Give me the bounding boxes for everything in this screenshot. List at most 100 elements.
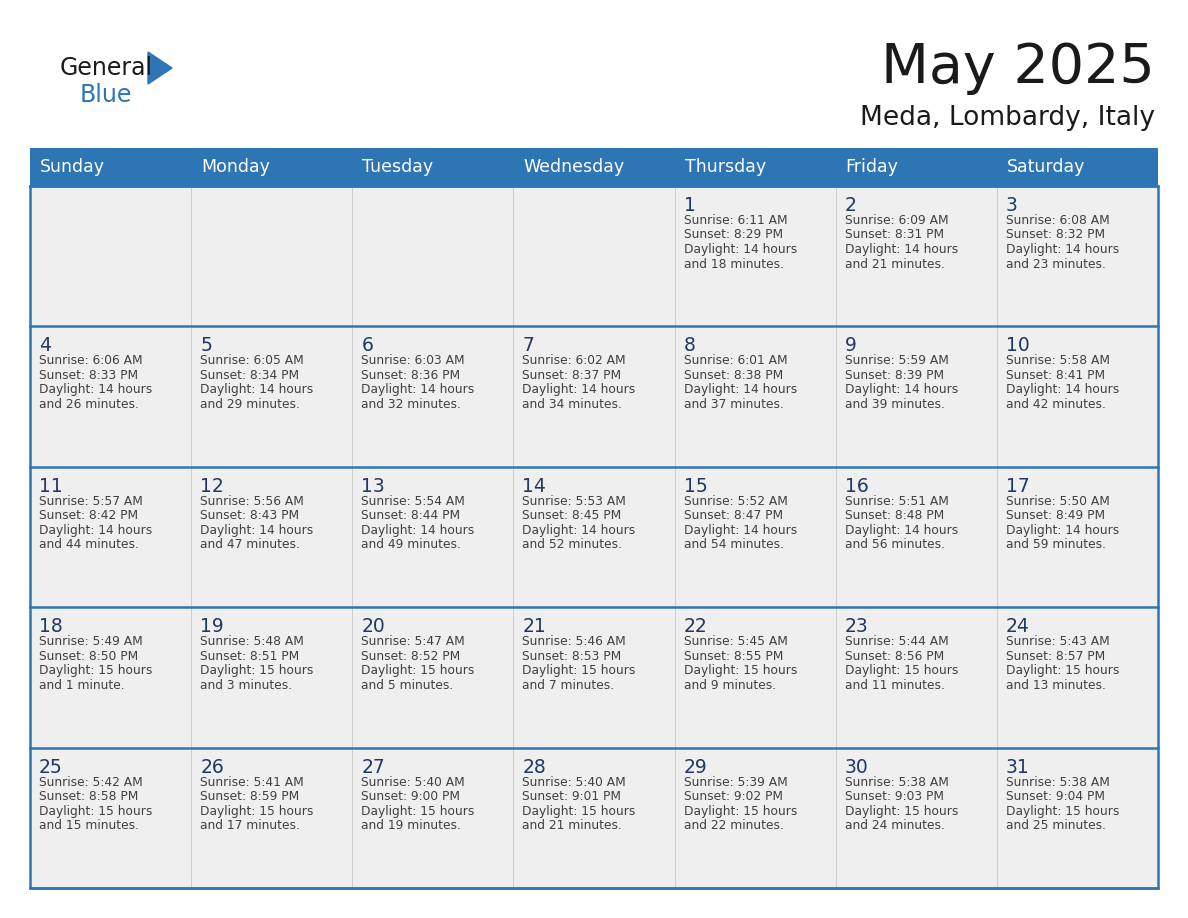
Text: Daylight: 15 hours: Daylight: 15 hours <box>200 804 314 818</box>
Text: 2: 2 <box>845 196 857 215</box>
Text: Sunrise: 6:06 AM: Sunrise: 6:06 AM <box>39 354 143 367</box>
Text: Daylight: 15 hours: Daylight: 15 hours <box>200 665 314 677</box>
Text: Sunset: 9:00 PM: Sunset: 9:00 PM <box>361 790 460 803</box>
Text: Sunset: 8:32 PM: Sunset: 8:32 PM <box>1006 229 1105 241</box>
Text: and 18 minutes.: and 18 minutes. <box>683 258 784 271</box>
Text: Sunset: 8:45 PM: Sunset: 8:45 PM <box>523 509 621 522</box>
Text: and 9 minutes.: and 9 minutes. <box>683 678 776 691</box>
Text: Sunrise: 5:42 AM: Sunrise: 5:42 AM <box>39 776 143 789</box>
Text: Sunset: 8:55 PM: Sunset: 8:55 PM <box>683 650 783 663</box>
Text: Sunrise: 6:08 AM: Sunrise: 6:08 AM <box>1006 214 1110 227</box>
Text: Daylight: 14 hours: Daylight: 14 hours <box>200 524 314 537</box>
Text: Daylight: 14 hours: Daylight: 14 hours <box>683 243 797 256</box>
Text: Daylight: 15 hours: Daylight: 15 hours <box>1006 804 1119 818</box>
Text: Blue: Blue <box>80 83 132 107</box>
Text: Sunrise: 5:52 AM: Sunrise: 5:52 AM <box>683 495 788 508</box>
Text: Sunrise: 5:45 AM: Sunrise: 5:45 AM <box>683 635 788 648</box>
Text: and 19 minutes.: and 19 minutes. <box>361 819 461 832</box>
Text: 13: 13 <box>361 476 385 496</box>
Text: Daylight: 14 hours: Daylight: 14 hours <box>39 524 152 537</box>
Text: Sunset: 9:04 PM: Sunset: 9:04 PM <box>1006 790 1105 803</box>
Text: and 42 minutes.: and 42 minutes. <box>1006 397 1106 411</box>
Text: Daylight: 14 hours: Daylight: 14 hours <box>1006 243 1119 256</box>
Text: Daylight: 15 hours: Daylight: 15 hours <box>1006 665 1119 677</box>
Text: May 2025: May 2025 <box>881 41 1155 95</box>
Text: and 25 minutes.: and 25 minutes. <box>1006 819 1106 832</box>
Text: 25: 25 <box>39 757 63 777</box>
Text: Daylight: 14 hours: Daylight: 14 hours <box>39 384 152 397</box>
Text: 15: 15 <box>683 476 707 496</box>
Text: Sunset: 8:42 PM: Sunset: 8:42 PM <box>39 509 138 522</box>
Text: Sunset: 8:51 PM: Sunset: 8:51 PM <box>200 650 299 663</box>
Text: and 7 minutes.: and 7 minutes. <box>523 678 614 691</box>
Text: and 1 minute.: and 1 minute. <box>39 678 125 691</box>
Text: 6: 6 <box>361 336 373 355</box>
Text: and 26 minutes.: and 26 minutes. <box>39 397 139 411</box>
Text: 17: 17 <box>1006 476 1030 496</box>
Text: and 32 minutes.: and 32 minutes. <box>361 397 461 411</box>
Text: 30: 30 <box>845 757 868 777</box>
Text: and 3 minutes.: and 3 minutes. <box>200 678 292 691</box>
Text: and 37 minutes.: and 37 minutes. <box>683 397 783 411</box>
Text: Sunrise: 5:53 AM: Sunrise: 5:53 AM <box>523 495 626 508</box>
Text: Sunrise: 5:56 AM: Sunrise: 5:56 AM <box>200 495 304 508</box>
Text: 21: 21 <box>523 617 546 636</box>
Text: Daylight: 14 hours: Daylight: 14 hours <box>200 384 314 397</box>
Text: Sunrise: 5:46 AM: Sunrise: 5:46 AM <box>523 635 626 648</box>
Text: and 56 minutes.: and 56 minutes. <box>845 538 944 552</box>
Text: Daylight: 15 hours: Daylight: 15 hours <box>361 804 475 818</box>
Text: Sunday: Sunday <box>40 158 105 176</box>
Text: 3: 3 <box>1006 196 1018 215</box>
Text: 1: 1 <box>683 196 695 215</box>
Text: 10: 10 <box>1006 336 1030 355</box>
Text: Daylight: 14 hours: Daylight: 14 hours <box>683 384 797 397</box>
Text: Friday: Friday <box>846 158 898 176</box>
Text: Sunrise: 5:43 AM: Sunrise: 5:43 AM <box>1006 635 1110 648</box>
Text: Sunset: 8:58 PM: Sunset: 8:58 PM <box>39 790 138 803</box>
Text: and 22 minutes.: and 22 minutes. <box>683 819 783 832</box>
Text: 23: 23 <box>845 617 868 636</box>
Text: Saturday: Saturday <box>1007 158 1085 176</box>
Text: and 39 minutes.: and 39 minutes. <box>845 397 944 411</box>
Text: Sunset: 8:34 PM: Sunset: 8:34 PM <box>200 369 299 382</box>
Text: 4: 4 <box>39 336 51 355</box>
Text: 28: 28 <box>523 757 546 777</box>
Text: Daylight: 14 hours: Daylight: 14 hours <box>1006 524 1119 537</box>
Text: Sunrise: 6:05 AM: Sunrise: 6:05 AM <box>200 354 304 367</box>
Text: Sunrise: 5:44 AM: Sunrise: 5:44 AM <box>845 635 948 648</box>
Text: and 34 minutes.: and 34 minutes. <box>523 397 623 411</box>
Text: and 15 minutes.: and 15 minutes. <box>39 819 139 832</box>
Polygon shape <box>148 52 172 84</box>
Text: Sunset: 8:41 PM: Sunset: 8:41 PM <box>1006 369 1105 382</box>
Text: Daylight: 15 hours: Daylight: 15 hours <box>523 804 636 818</box>
Text: Daylight: 14 hours: Daylight: 14 hours <box>523 384 636 397</box>
Text: 22: 22 <box>683 617 707 636</box>
Text: and 47 minutes.: and 47 minutes. <box>200 538 301 552</box>
Text: and 49 minutes.: and 49 minutes. <box>361 538 461 552</box>
Text: General: General <box>61 56 153 80</box>
Text: Daylight: 15 hours: Daylight: 15 hours <box>845 665 958 677</box>
Text: 26: 26 <box>200 757 223 777</box>
Text: 20: 20 <box>361 617 385 636</box>
Text: Daylight: 14 hours: Daylight: 14 hours <box>361 384 474 397</box>
Text: Meda, Lombardy, Italy: Meda, Lombardy, Italy <box>860 105 1155 131</box>
Text: Daylight: 15 hours: Daylight: 15 hours <box>361 665 475 677</box>
Text: Sunset: 8:53 PM: Sunset: 8:53 PM <box>523 650 621 663</box>
Text: 11: 11 <box>39 476 63 496</box>
Text: Sunset: 8:31 PM: Sunset: 8:31 PM <box>845 229 943 241</box>
Text: Monday: Monday <box>201 158 270 176</box>
Text: Daylight: 15 hours: Daylight: 15 hours <box>683 665 797 677</box>
Text: Sunset: 8:39 PM: Sunset: 8:39 PM <box>845 369 943 382</box>
Text: Sunset: 8:38 PM: Sunset: 8:38 PM <box>683 369 783 382</box>
Text: Sunset: 8:44 PM: Sunset: 8:44 PM <box>361 509 461 522</box>
Text: Sunset: 9:03 PM: Sunset: 9:03 PM <box>845 790 943 803</box>
Text: and 21 minutes.: and 21 minutes. <box>845 258 944 271</box>
Text: Sunrise: 5:40 AM: Sunrise: 5:40 AM <box>361 776 465 789</box>
Text: Sunset: 8:33 PM: Sunset: 8:33 PM <box>39 369 138 382</box>
Text: Sunrise: 6:01 AM: Sunrise: 6:01 AM <box>683 354 788 367</box>
Text: Sunrise: 5:48 AM: Sunrise: 5:48 AM <box>200 635 304 648</box>
Text: and 17 minutes.: and 17 minutes. <box>200 819 301 832</box>
Text: and 52 minutes.: and 52 minutes. <box>523 538 623 552</box>
Text: and 24 minutes.: and 24 minutes. <box>845 819 944 832</box>
Text: and 29 minutes.: and 29 minutes. <box>200 397 301 411</box>
